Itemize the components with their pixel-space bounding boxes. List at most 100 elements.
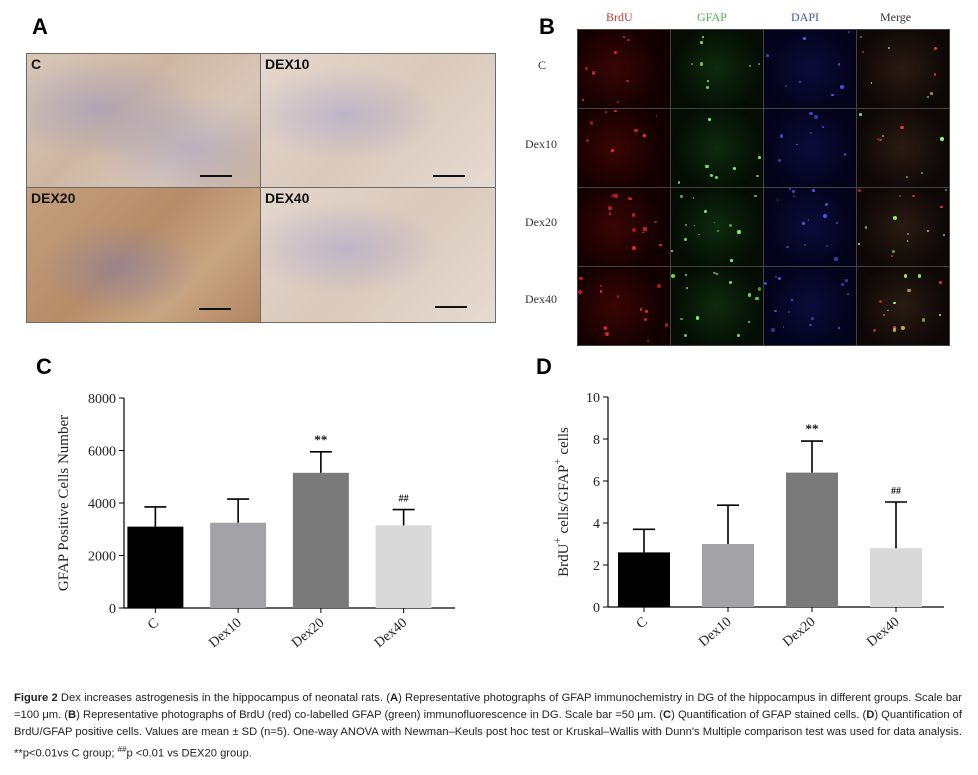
cell-signal — [792, 190, 796, 194]
caption-ref-b: B — [68, 709, 77, 721]
cell-signal — [611, 194, 615, 198]
panel-a-label: A — [32, 14, 48, 39]
cell-signal — [753, 194, 757, 198]
scale-bar — [199, 308, 231, 310]
cell-signal — [845, 279, 848, 282]
panel-c-label: C — [36, 354, 52, 379]
cell-signal — [859, 113, 862, 116]
y-axis-label: BrdU+ cells/GFAP+ cells — [552, 427, 572, 577]
ihc-label-dex10: DEX10 — [265, 56, 310, 72]
cell-signal — [754, 296, 759, 301]
row-label-dex10: Dex10 — [525, 137, 557, 151]
scale-bar — [433, 175, 465, 177]
cell-signal — [917, 274, 922, 278]
cell-signal — [881, 134, 885, 138]
column-label-brdu: BrdU — [606, 10, 633, 24]
fluorescence-image — [856, 29, 950, 109]
cell-signal — [639, 308, 643, 311]
fluorescence-image — [577, 108, 671, 188]
cell-signal — [927, 230, 929, 233]
cell-signal — [921, 318, 926, 322]
cell-signal — [614, 194, 618, 198]
caption-hash: ## — [117, 745, 127, 754]
caption-text: p <0.01 vs DEX20 group. — [126, 747, 252, 760]
cell-signal — [729, 224, 733, 228]
cell-signal — [713, 221, 716, 224]
cell-signal — [933, 47, 937, 51]
cell-signal — [876, 137, 880, 141]
cell-signal — [683, 238, 687, 242]
ihc-image-dex10: DEX10 — [260, 53, 496, 189]
cell-signal — [938, 314, 942, 317]
x-tick-label: Dex10 — [696, 615, 734, 650]
cell-signal — [926, 96, 929, 99]
cell-signal — [608, 213, 611, 216]
cell-signal — [943, 234, 945, 236]
cell-signal — [614, 51, 618, 55]
cell-signal — [861, 50, 865, 54]
cell-signal — [690, 63, 693, 66]
cell-signal — [641, 231, 644, 234]
fluorescence-image — [763, 187, 857, 267]
significance-marker: ** — [806, 421, 819, 436]
bar-c — [127, 526, 184, 608]
cell-signal — [907, 288, 911, 293]
cell-signal — [803, 244, 806, 246]
cell-signal — [708, 117, 711, 121]
fluorescence-image — [577, 187, 671, 267]
cell-signal — [802, 36, 806, 40]
cell-signal — [809, 111, 814, 116]
cell-signal — [599, 290, 603, 293]
cell-signal — [622, 35, 626, 39]
cell-signal — [706, 86, 710, 90]
fluorescence-image — [670, 266, 764, 346]
cell-signal — [893, 326, 897, 330]
y-axis-label-part: cells/GFAP — [556, 465, 572, 538]
cell-signal — [807, 219, 810, 221]
cell-signal — [887, 309, 889, 312]
cell-signal — [757, 286, 762, 291]
cell-signal — [814, 115, 818, 120]
cell-signal — [843, 153, 847, 156]
cell-signal — [730, 259, 733, 262]
cell-signal — [835, 222, 839, 225]
cell-signal — [758, 156, 761, 159]
cell-signal — [824, 202, 829, 207]
cell-signal — [900, 126, 904, 130]
bar-c — [618, 552, 670, 607]
cell-signal — [831, 93, 834, 96]
panel-d-label: D — [536, 354, 552, 379]
y-axis-label: GFAP Positive Cells Number — [56, 415, 72, 591]
ihc-image-c: C — [26, 53, 262, 189]
cell-signal — [703, 210, 707, 214]
cell-signal — [700, 41, 703, 45]
cell-signal — [584, 66, 588, 71]
cell-signal — [778, 276, 782, 281]
fluorescence-image — [856, 266, 950, 346]
y-tick-label: 0 — [109, 602, 116, 617]
cell-signal — [617, 100, 619, 103]
cell-signal — [905, 175, 909, 179]
y-tick-label: 10 — [586, 391, 600, 406]
chart-c: 0 2000 4000 6000 8000 C Dex10 Dex20 ** Dex40 ## GFA… — [56, 392, 455, 651]
cell-signal — [891, 250, 895, 254]
caption-text: ) Quantification of BrdU/GFAP positive c… — [14, 709, 963, 760]
cell-signal — [701, 35, 705, 39]
cell-signal — [654, 220, 657, 224]
cell-signal — [858, 243, 860, 246]
cell-signal — [940, 137, 945, 141]
figure-label: Figure 2 — [14, 692, 58, 704]
cell-signal — [821, 126, 824, 129]
fluorescence-image — [670, 187, 764, 267]
cell-signal — [823, 214, 827, 219]
cell-signal — [840, 283, 845, 287]
cell-signal — [590, 121, 594, 125]
cell-signal — [774, 275, 778, 278]
cell-signal — [912, 194, 915, 198]
ihc-label-dex40: DEX40 — [265, 190, 310, 206]
cell-signal — [798, 80, 801, 83]
cell-signal — [788, 188, 792, 191]
significance-marker: ** — [314, 432, 327, 447]
x-tick-label: C — [145, 616, 162, 633]
y-tick-label: 6 — [593, 475, 600, 490]
